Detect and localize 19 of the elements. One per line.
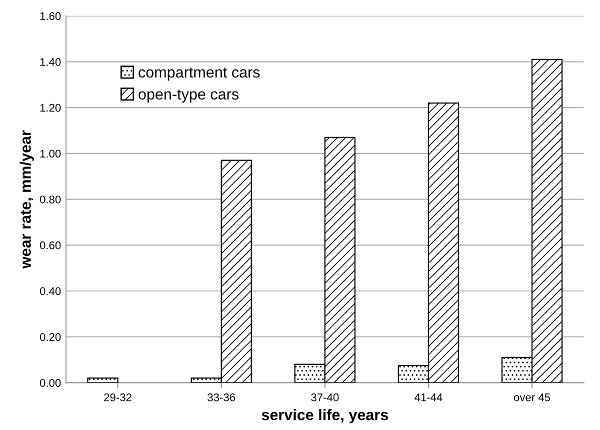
x-tick-label: 33-36 [208, 393, 236, 402]
legend-label: compartment cars [138, 68, 260, 81]
x-tick-label: 41-44 [414, 394, 442, 402]
legend-label: open-type cars [138, 90, 238, 103]
y-tick-label: 0.60 [40, 241, 61, 250]
bar [87, 378, 118, 383]
y-tick-label: 1.40 [40, 58, 61, 66]
y-tick-label: 0.20 [40, 333, 61, 341]
x-axis-title: service life, years [262, 409, 388, 424]
y-tick-label: 0.00 [40, 378, 61, 387]
y-tick-label: 1.60 [40, 12, 61, 20]
y-tick-label: 1.20 [40, 104, 61, 112]
x-tick-label: 37-40 [311, 393, 339, 402]
y-tick-label: 0.80 [40, 196, 61, 204]
y-axis-title: wear rate, mm/year [20, 130, 34, 269]
y-tick-label: 1.00 [40, 150, 61, 158]
x-tick-label: 29-32 [104, 393, 132, 402]
y-tick-label: 0.40 [40, 287, 61, 296]
x-tick-label: over 45 [514, 394, 550, 402]
